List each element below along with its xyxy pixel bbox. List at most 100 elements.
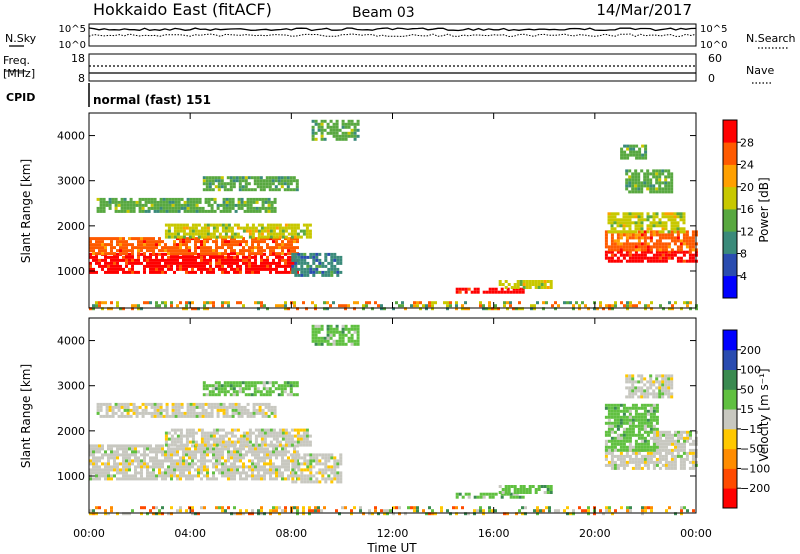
heat-cell bbox=[667, 383, 671, 387]
heat-cell bbox=[266, 447, 269, 451]
heat-cell bbox=[152, 243, 155, 247]
heat-cell bbox=[275, 235, 279, 239]
heat-cell bbox=[664, 380, 668, 384]
heat-cell bbox=[637, 221, 641, 225]
heat-cell bbox=[240, 405, 244, 409]
heat-cell bbox=[230, 474, 233, 478]
heat-cell bbox=[260, 258, 263, 262]
heat-cell bbox=[248, 437, 252, 441]
heat-cell bbox=[155, 444, 158, 448]
heat-cell bbox=[185, 437, 189, 441]
heat-cell bbox=[314, 327, 318, 331]
heat-cell bbox=[230, 226, 234, 230]
heat-cell bbox=[350, 131, 354, 135]
heat-cell bbox=[176, 428, 180, 432]
heat-cell bbox=[649, 415, 653, 419]
heat-cell bbox=[685, 259, 689, 263]
heat-cell bbox=[248, 459, 251, 463]
heat-cell bbox=[339, 459, 343, 463]
heat-cell bbox=[260, 459, 263, 463]
heat-cell bbox=[610, 259, 614, 263]
heat-cell bbox=[320, 125, 324, 129]
heat-cell bbox=[98, 506, 101, 510]
heat-cell bbox=[631, 230, 635, 234]
heat-cell bbox=[205, 179, 209, 183]
heat-cell bbox=[248, 264, 251, 268]
heat-cell bbox=[267, 402, 271, 406]
heat-cell bbox=[667, 392, 671, 396]
heat-cell bbox=[284, 440, 288, 444]
heat-cell bbox=[263, 450, 266, 454]
heat-cell bbox=[297, 252, 301, 256]
heat-cell bbox=[161, 301, 164, 305]
heat-cell bbox=[260, 431, 264, 435]
heat-cell bbox=[670, 248, 674, 252]
heat-cell bbox=[179, 223, 183, 227]
heat-cell bbox=[194, 474, 197, 478]
heat-cell bbox=[105, 408, 109, 412]
heat-cell bbox=[222, 203, 226, 207]
heat-cell bbox=[297, 468, 301, 472]
heat-cell bbox=[176, 243, 179, 247]
heat-cell bbox=[104, 468, 107, 472]
heat-cell bbox=[332, 333, 336, 337]
heat-cell bbox=[171, 209, 175, 213]
heat-cell bbox=[518, 301, 521, 305]
heat-cell bbox=[670, 392, 674, 396]
heat-cell bbox=[335, 119, 339, 123]
heat-cell bbox=[295, 384, 299, 388]
heat-cell bbox=[186, 206, 190, 210]
heat-cell bbox=[634, 418, 638, 422]
heat-cell bbox=[646, 430, 650, 434]
heat-cell bbox=[652, 466, 656, 470]
heat-cell bbox=[623, 156, 627, 160]
heat-cell bbox=[260, 261, 263, 265]
heat-cell bbox=[593, 307, 596, 311]
heat-cell bbox=[509, 290, 513, 294]
heat-cell bbox=[679, 454, 683, 458]
heat-cell bbox=[281, 437, 285, 441]
heat-cell bbox=[185, 261, 188, 265]
heat-cell bbox=[224, 226, 228, 230]
heat-cell bbox=[140, 243, 143, 247]
heat-cell bbox=[518, 495, 522, 499]
heat-cell bbox=[254, 434, 258, 438]
heat-cell bbox=[98, 246, 101, 250]
heat-cell bbox=[539, 509, 542, 513]
y-tick-label: 1000 bbox=[57, 265, 85, 278]
heat-cell bbox=[644, 144, 648, 148]
heat-cell bbox=[557, 509, 560, 513]
heat-cell bbox=[167, 431, 171, 435]
colorbar-tick-label: 28 bbox=[740, 136, 754, 149]
heat-cell bbox=[691, 256, 695, 260]
heat-cell bbox=[197, 223, 201, 227]
heat-cell bbox=[513, 491, 517, 494]
heat-cell bbox=[125, 444, 128, 448]
heat-cell bbox=[458, 492, 462, 496]
heat-cell bbox=[230, 434, 234, 438]
heat-cell bbox=[134, 459, 137, 463]
heat-cell bbox=[676, 451, 680, 455]
heat-cell bbox=[132, 411, 136, 415]
heat-cell bbox=[134, 261, 137, 265]
heat-cell bbox=[252, 206, 256, 210]
heat-cell bbox=[137, 456, 140, 460]
heat-cell bbox=[631, 424, 635, 428]
heat-cell bbox=[281, 428, 285, 432]
heat-cell bbox=[318, 270, 322, 274]
heat-cell bbox=[255, 197, 259, 201]
heat-cell bbox=[274, 176, 278, 180]
heat-cell bbox=[212, 428, 216, 432]
heat-cell bbox=[652, 175, 656, 179]
heat-cell bbox=[434, 512, 437, 516]
heat-cell bbox=[329, 304, 332, 308]
heat-cell bbox=[99, 408, 103, 412]
heat-cell bbox=[116, 477, 119, 481]
heat-cell bbox=[198, 200, 202, 204]
heat-cell bbox=[200, 261, 203, 265]
heat-cell bbox=[153, 405, 157, 409]
heat-cell bbox=[110, 307, 113, 311]
heat-cell bbox=[543, 283, 547, 286]
heat-cell bbox=[197, 307, 200, 311]
heat-cell bbox=[230, 450, 233, 454]
